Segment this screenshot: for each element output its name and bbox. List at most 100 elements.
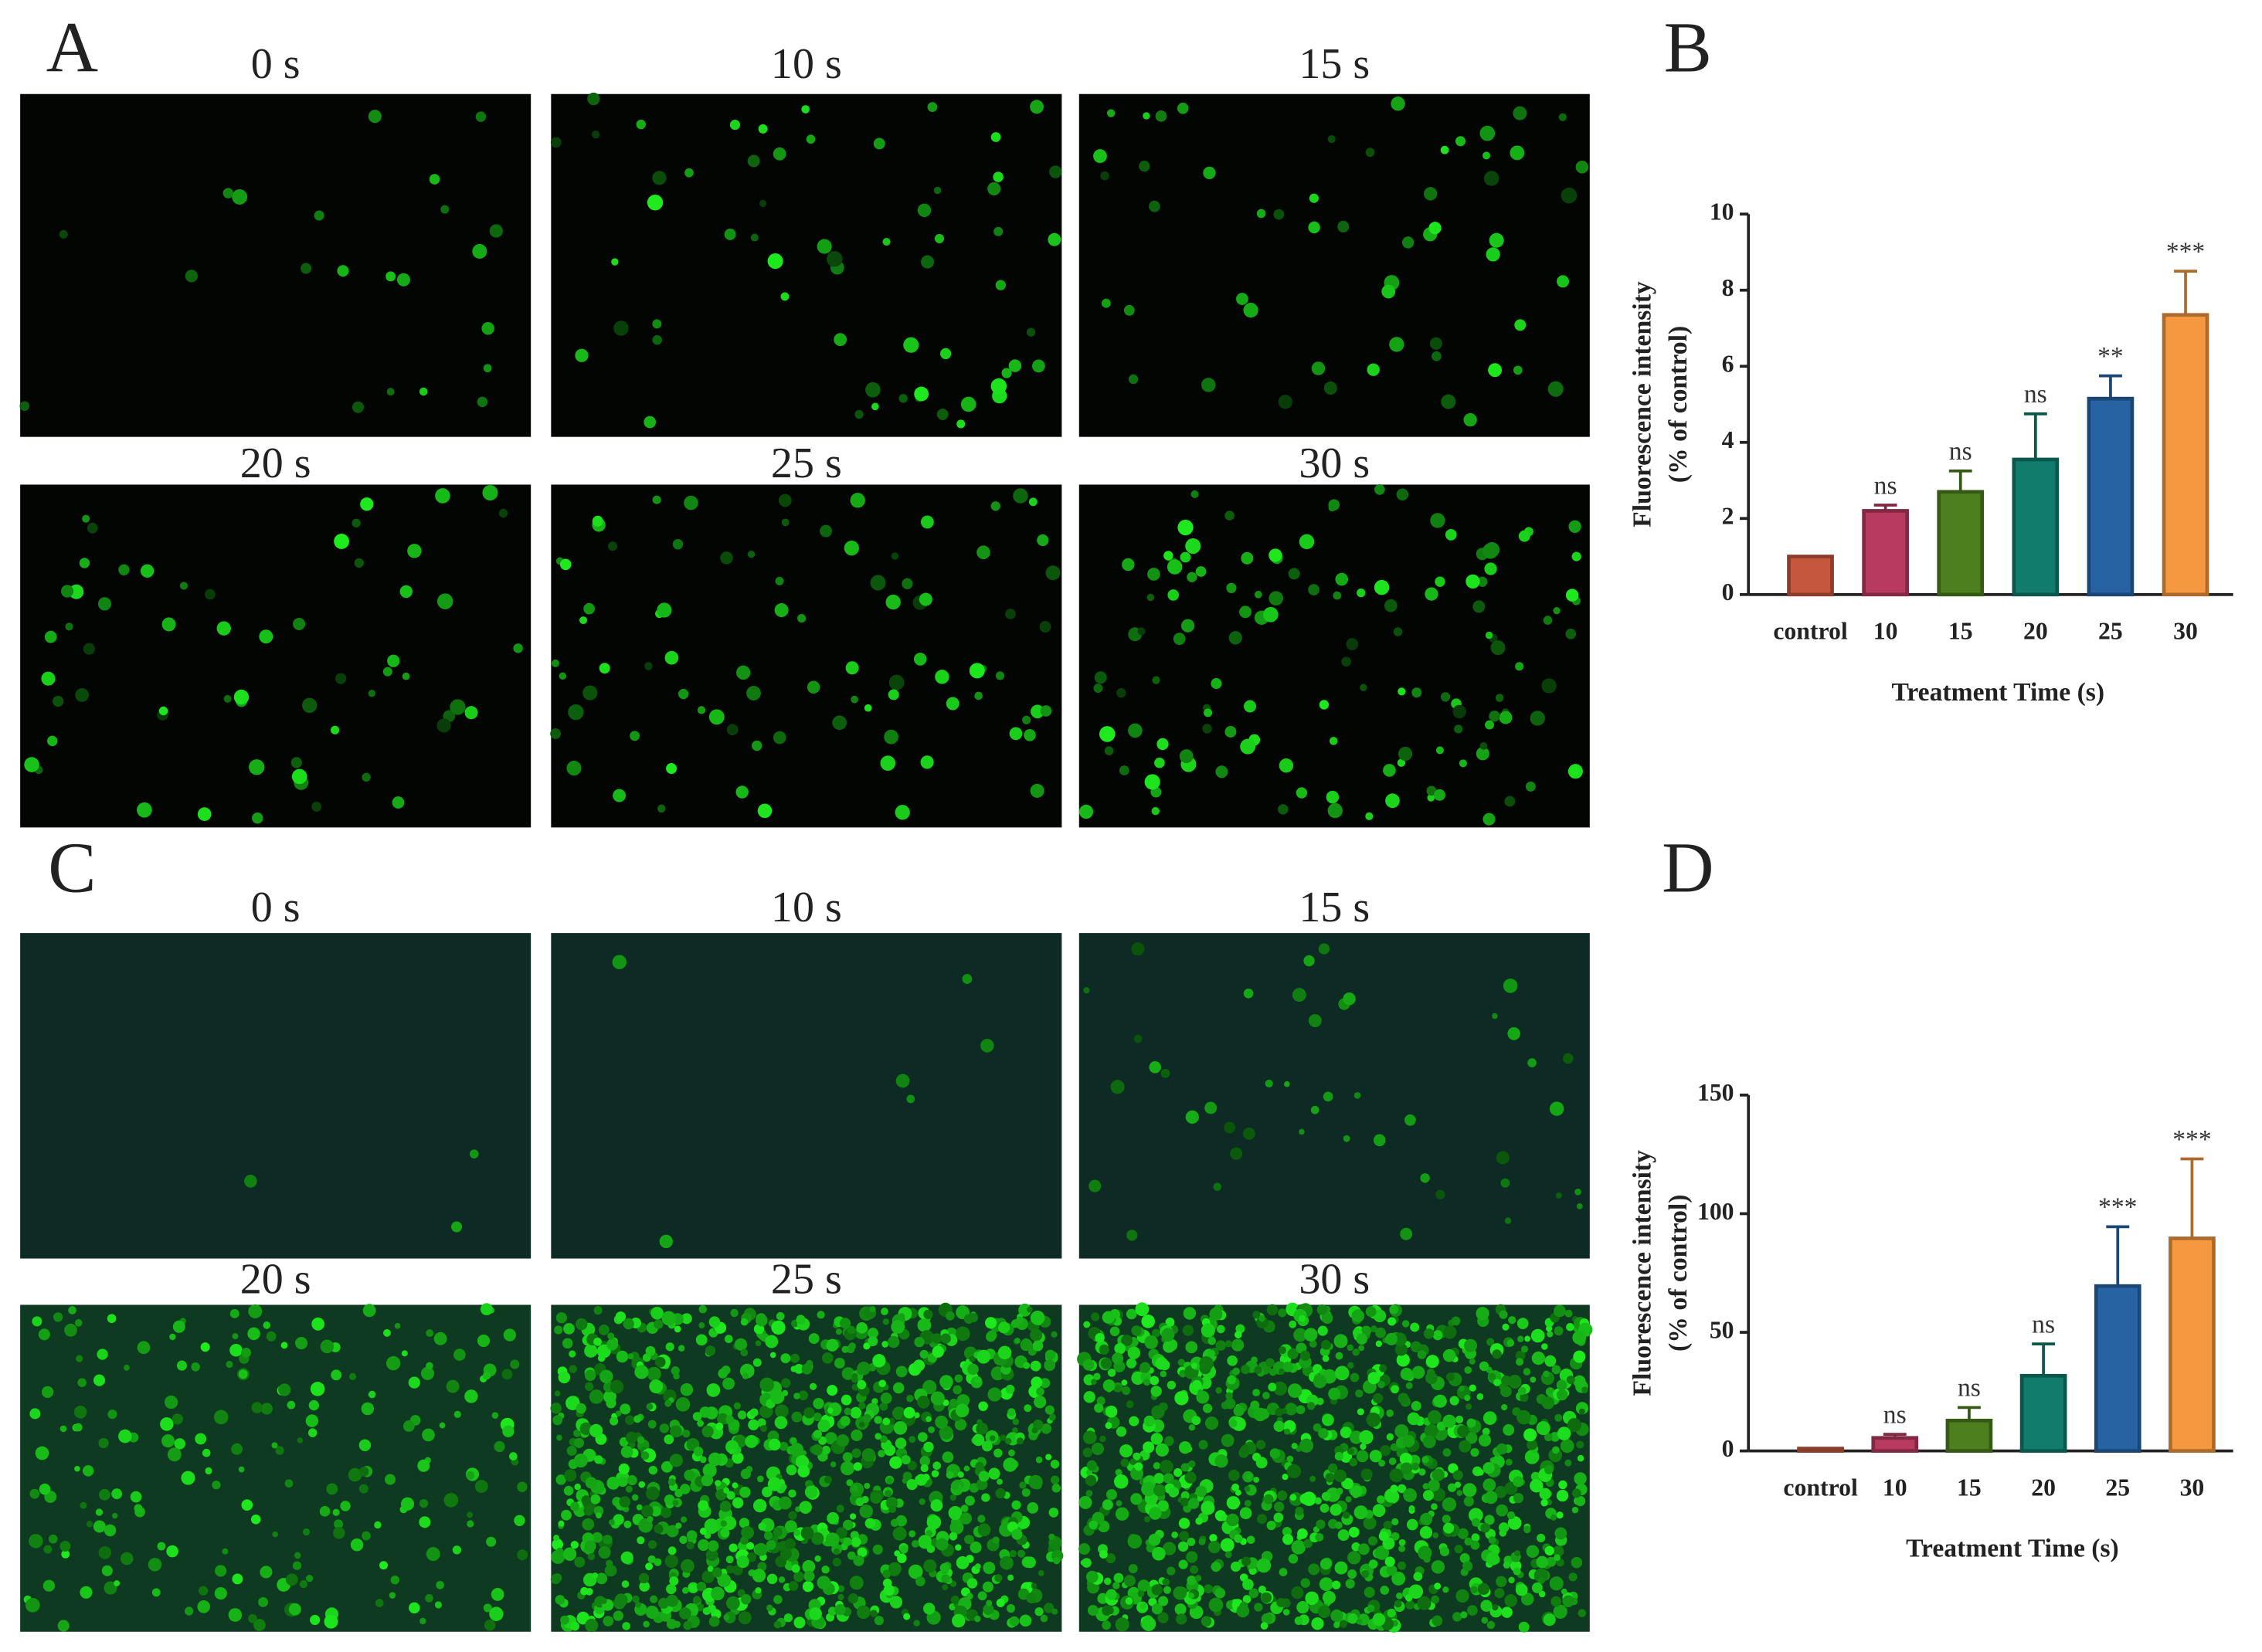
cell — [1262, 1392, 1270, 1399]
cell — [1520, 1392, 1529, 1402]
cell — [647, 1555, 656, 1564]
cell — [1405, 1382, 1413, 1389]
cell — [1086, 1469, 1092, 1476]
cell — [738, 1611, 752, 1625]
cell — [1420, 1173, 1430, 1183]
image-label: 20 s — [240, 439, 311, 487]
cell — [581, 1495, 591, 1505]
cell — [717, 1413, 729, 1425]
cell — [1460, 1611, 1468, 1619]
cell — [1254, 1366, 1262, 1374]
cell — [1190, 1565, 1199, 1574]
cell — [1266, 1521, 1276, 1531]
cell — [1129, 1416, 1139, 1426]
cell — [987, 1387, 1002, 1402]
cell — [1445, 528, 1457, 541]
cell — [618, 1463, 630, 1475]
cell — [983, 1562, 996, 1575]
cell — [695, 1334, 708, 1346]
cell — [1115, 1507, 1129, 1521]
y-tick-label: 4 — [1722, 426, 1734, 453]
cell — [386, 388, 395, 396]
bar — [2087, 396, 2135, 597]
cell — [1380, 1445, 1391, 1457]
cell — [1082, 1430, 1097, 1444]
cell — [1291, 1586, 1304, 1599]
cell — [652, 334, 662, 345]
y-tick-label: 2 — [1722, 503, 1734, 530]
cell — [1048, 1508, 1059, 1518]
cell — [673, 1620, 681, 1628]
cell — [1318, 943, 1330, 955]
cell — [725, 1440, 739, 1454]
cell — [692, 1596, 701, 1604]
cell — [1476, 1307, 1489, 1321]
cell — [1327, 135, 1336, 144]
cell — [1454, 724, 1463, 734]
cell — [920, 1464, 929, 1473]
cell — [137, 802, 152, 818]
cell — [849, 1576, 864, 1590]
bar — [2094, 1284, 2141, 1453]
cell — [550, 1403, 562, 1414]
cell — [1464, 1537, 1472, 1546]
cell — [981, 1493, 990, 1502]
cell — [599, 1369, 613, 1384]
cell — [682, 1586, 689, 1594]
cell — [732, 1451, 744, 1464]
cell — [1541, 1396, 1554, 1409]
cell — [1503, 1424, 1515, 1436]
cell — [1485, 720, 1494, 730]
cell — [57, 1620, 70, 1632]
cell — [684, 1469, 695, 1481]
cell — [908, 1564, 923, 1579]
cell — [773, 1595, 783, 1604]
cell — [1153, 1473, 1165, 1484]
cell — [1263, 1494, 1274, 1504]
cell — [559, 558, 572, 571]
cell — [1241, 1365, 1251, 1375]
cell — [1347, 1551, 1361, 1565]
cell — [840, 1416, 851, 1426]
cell — [1554, 1413, 1563, 1422]
cell — [857, 1379, 867, 1389]
cell — [1082, 1447, 1093, 1458]
cell — [1141, 1481, 1156, 1497]
cell — [611, 258, 619, 266]
cell — [846, 1479, 854, 1487]
cell — [174, 1438, 186, 1450]
cell — [705, 1521, 718, 1534]
cell — [1184, 1471, 1197, 1484]
cell — [1303, 955, 1315, 967]
cell — [837, 1593, 844, 1601]
cell — [1040, 705, 1052, 717]
cell — [664, 1399, 672, 1407]
cell — [851, 1537, 861, 1548]
cell — [503, 1328, 516, 1342]
y-axis-title: Fluorescence intensity — [1629, 1150, 1657, 1396]
cell — [1442, 1497, 1457, 1512]
cell — [720, 1520, 727, 1527]
cell — [1492, 1013, 1498, 1019]
cell — [994, 1574, 1003, 1582]
cell — [885, 594, 901, 610]
cell — [232, 1333, 239, 1340]
cell — [931, 1333, 943, 1344]
cell — [854, 409, 864, 419]
cell — [652, 495, 661, 504]
cell — [1575, 160, 1589, 174]
cell — [1349, 1457, 1358, 1467]
cell — [1455, 1589, 1469, 1603]
cell — [1012, 1418, 1020, 1426]
cell — [1530, 1376, 1537, 1383]
cell — [252, 812, 263, 824]
cell — [24, 757, 39, 772]
cell — [1285, 1403, 1298, 1416]
image-label: 10 s — [771, 40, 842, 88]
cell — [1173, 633, 1186, 646]
cell — [1167, 589, 1180, 601]
cell — [241, 1348, 252, 1358]
cell — [930, 1391, 945, 1406]
cell — [1504, 1594, 1517, 1607]
cell — [358, 1439, 372, 1451]
